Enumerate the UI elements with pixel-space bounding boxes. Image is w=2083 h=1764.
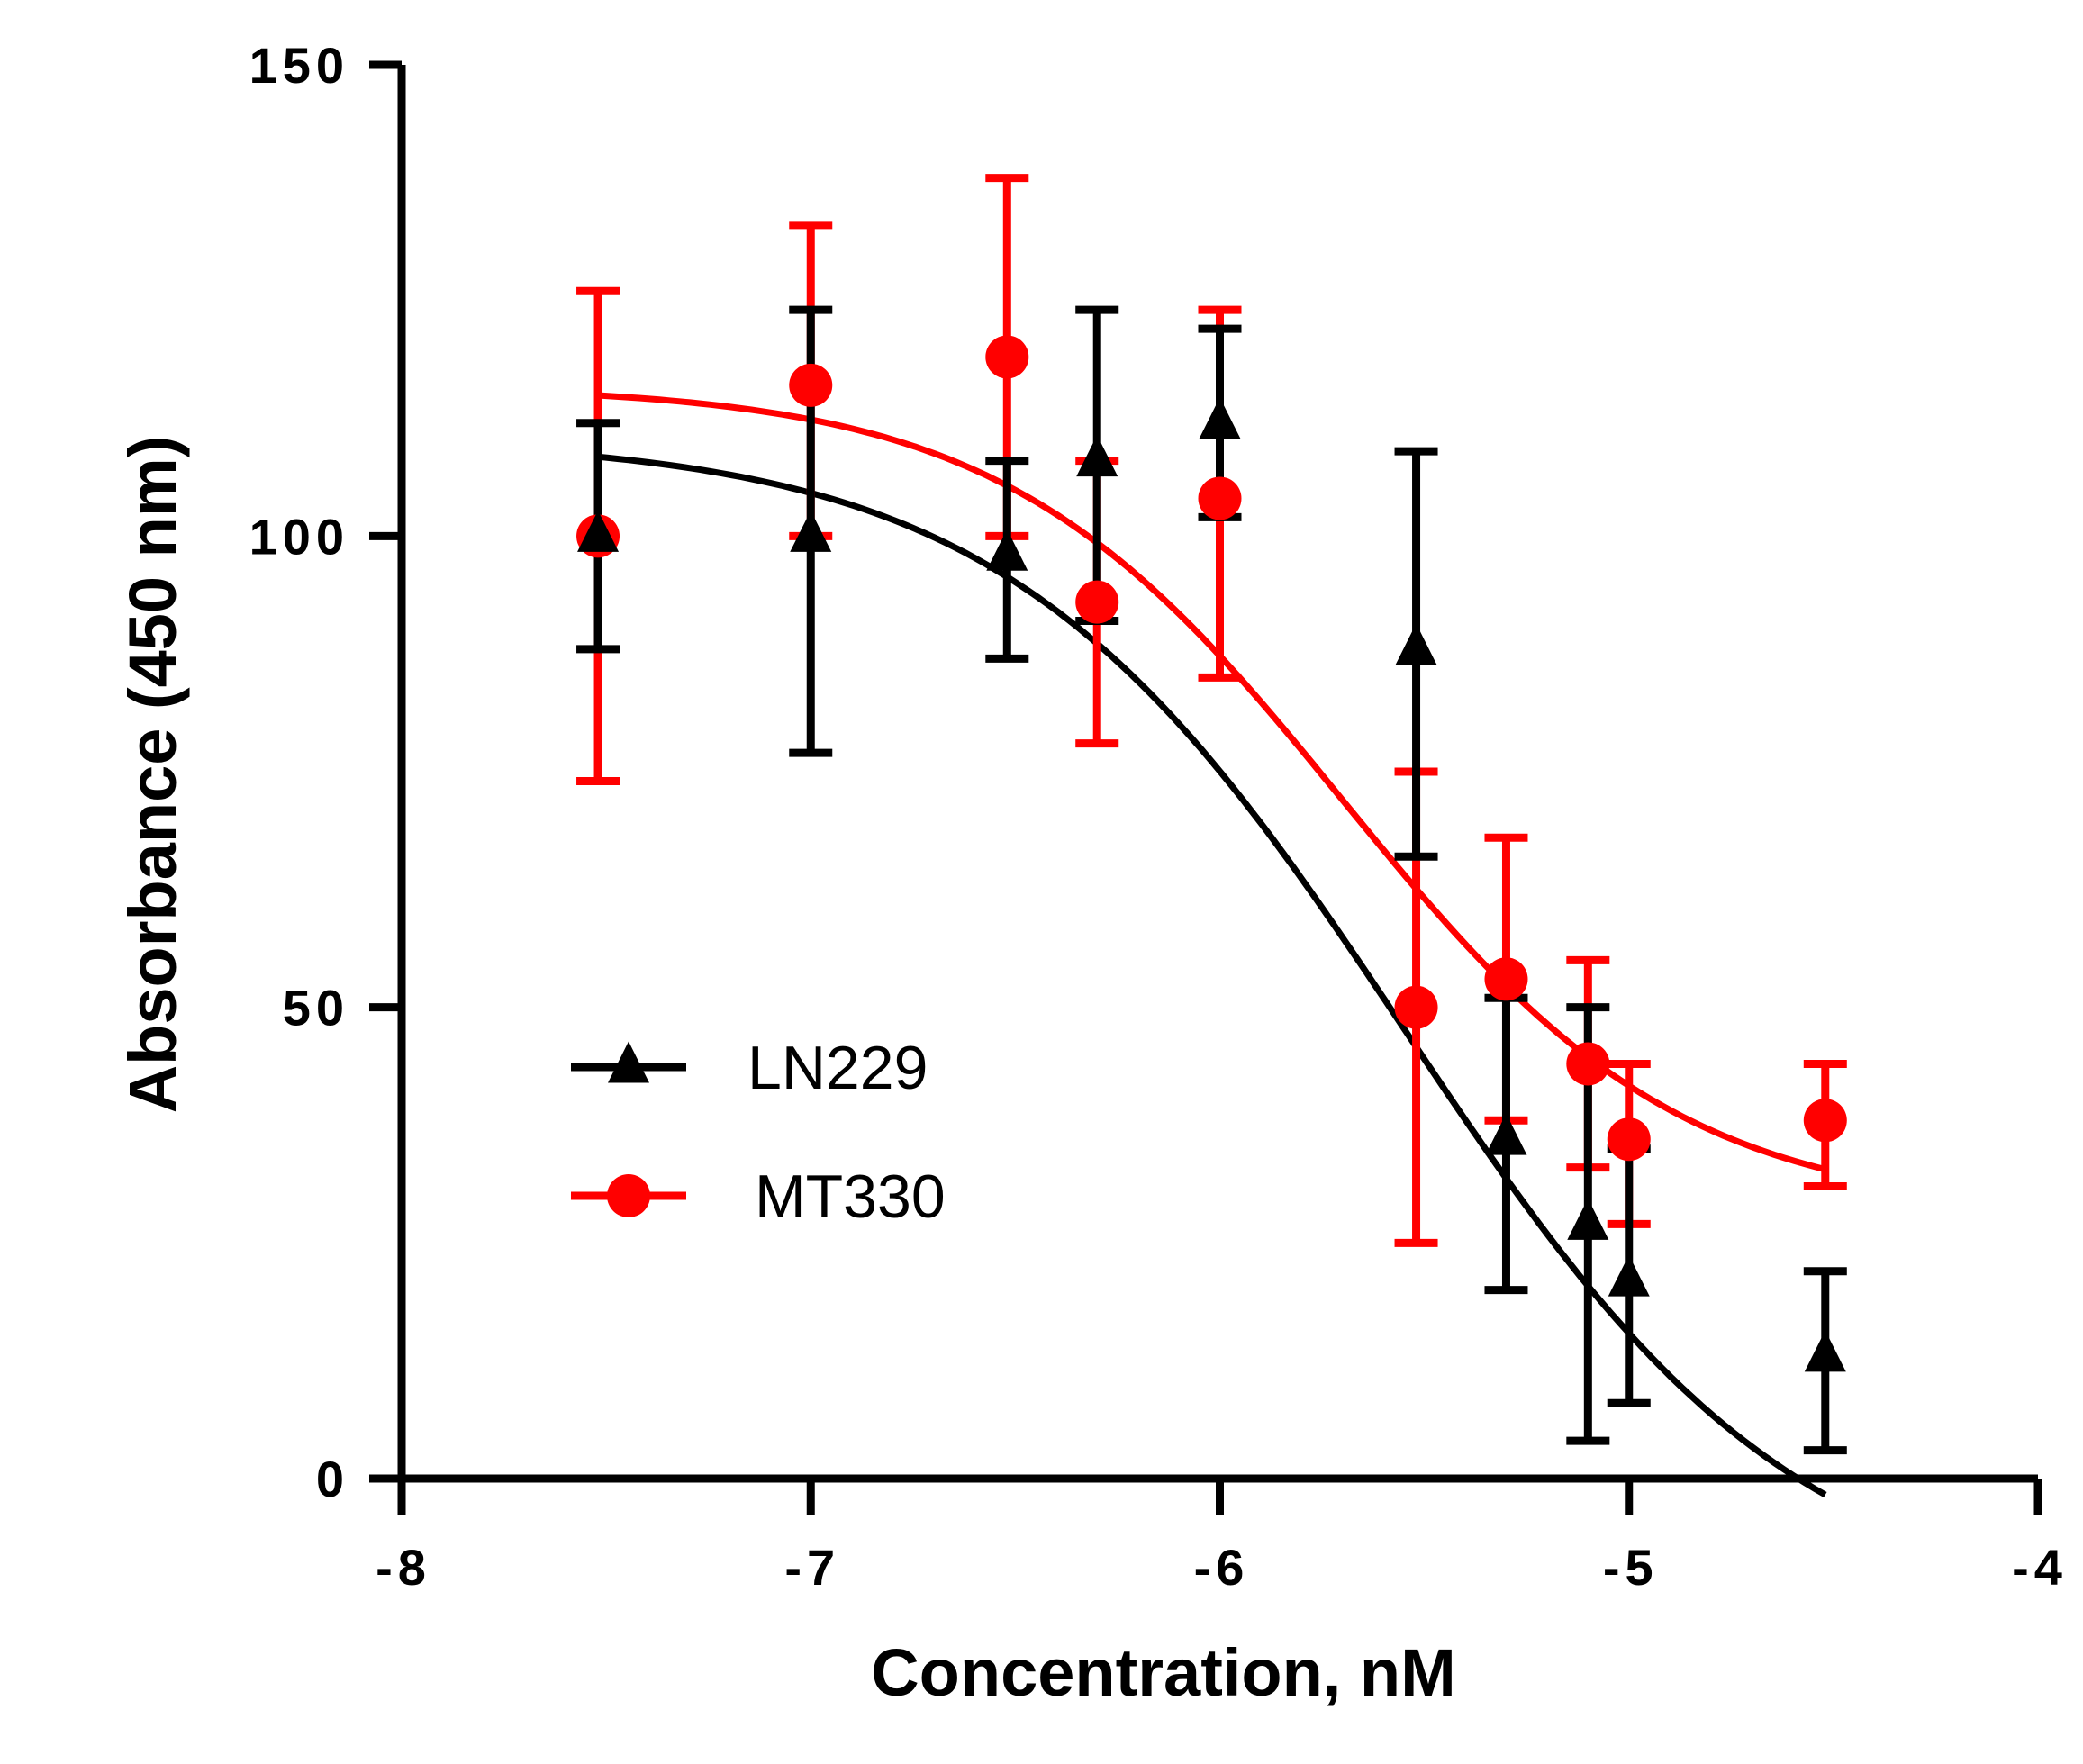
y-tick-label: 0 xyxy=(316,1451,349,1507)
x-tick-label: -7 xyxy=(784,1539,840,1596)
y-tick-label: 50 xyxy=(283,980,349,1036)
legend: LN229 MT330 xyxy=(571,1034,946,1231)
data-point-ln229 xyxy=(1395,623,1437,665)
data-marks xyxy=(576,174,1847,1455)
y-tick-label: 150 xyxy=(249,37,349,94)
data-point-ln229 xyxy=(986,529,1028,571)
data-point-mt330 xyxy=(1075,580,1119,624)
y-tick-label: 100 xyxy=(249,508,349,565)
x-tick-label: -6 xyxy=(1194,1539,1250,1596)
legend-label-ln229: LN229 xyxy=(747,1034,928,1102)
legend-marker-ln229 xyxy=(608,1041,649,1083)
data-point-ln229 xyxy=(1567,1198,1609,1240)
data-point-ln229 xyxy=(1199,397,1241,439)
data-point-ln229 xyxy=(790,510,832,552)
data-point-mt330 xyxy=(1566,1042,1610,1086)
y-axis-title: Absorbance (450 nm) xyxy=(115,436,190,1114)
data-point-mt330 xyxy=(985,335,1029,379)
data-point-mt330 xyxy=(1198,476,1242,520)
data-point-ln229 xyxy=(1076,435,1118,477)
fit-curves xyxy=(597,392,1827,1498)
legend-label-mt330: MT330 xyxy=(755,1162,946,1231)
data-point-mt330 xyxy=(1484,957,1528,1001)
x-axis-title: Concentration, nM xyxy=(871,1635,1456,1710)
legend-marker-mt330 xyxy=(607,1174,650,1217)
fit-curve-ln229 xyxy=(597,453,1827,1498)
fit-curve-mt330 xyxy=(597,392,1826,1173)
data-point-ln229 xyxy=(1804,1330,1846,1372)
x-tick-label: -4 xyxy=(2012,1539,2068,1596)
data-point-mt330 xyxy=(1803,1099,1847,1143)
x-tick-label: -8 xyxy=(376,1539,431,1596)
data-point-ln229 xyxy=(1608,1254,1650,1297)
x-tick-label: -5 xyxy=(1603,1539,1659,1596)
data-point-mt330 xyxy=(1607,1117,1651,1162)
data-point-mt330 xyxy=(1394,985,1438,1029)
data-point-ln229 xyxy=(1485,1113,1527,1155)
data-point-ln229 xyxy=(577,510,620,552)
axes: -8 -7 -6 -5 -4 0 50 100 150 xyxy=(249,37,2068,1596)
data-point-mt330 xyxy=(789,363,833,407)
